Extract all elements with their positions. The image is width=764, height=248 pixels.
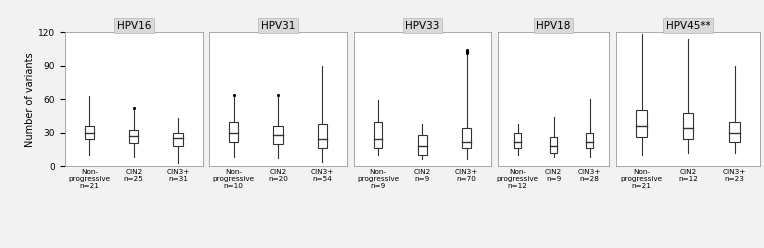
Bar [374, 122, 383, 148]
Bar [683, 113, 693, 139]
Title: HPV33: HPV33 [405, 21, 439, 31]
Title: HPV31: HPV31 [261, 21, 295, 31]
Bar [418, 135, 427, 155]
Title: HPV45**: HPV45** [665, 21, 711, 31]
Bar [462, 128, 471, 148]
Bar [129, 130, 138, 143]
Bar [550, 137, 557, 153]
Bar [514, 133, 521, 148]
Bar [586, 133, 593, 148]
Y-axis label: Number of variants: Number of variants [25, 52, 35, 147]
Bar [85, 126, 94, 139]
Bar [274, 126, 283, 144]
Bar [636, 110, 647, 137]
Bar [318, 124, 327, 148]
Title: HPV16: HPV16 [117, 21, 151, 31]
Title: HPV18: HPV18 [536, 21, 571, 31]
Bar [173, 133, 183, 146]
Bar [730, 122, 740, 142]
Bar [229, 122, 238, 142]
